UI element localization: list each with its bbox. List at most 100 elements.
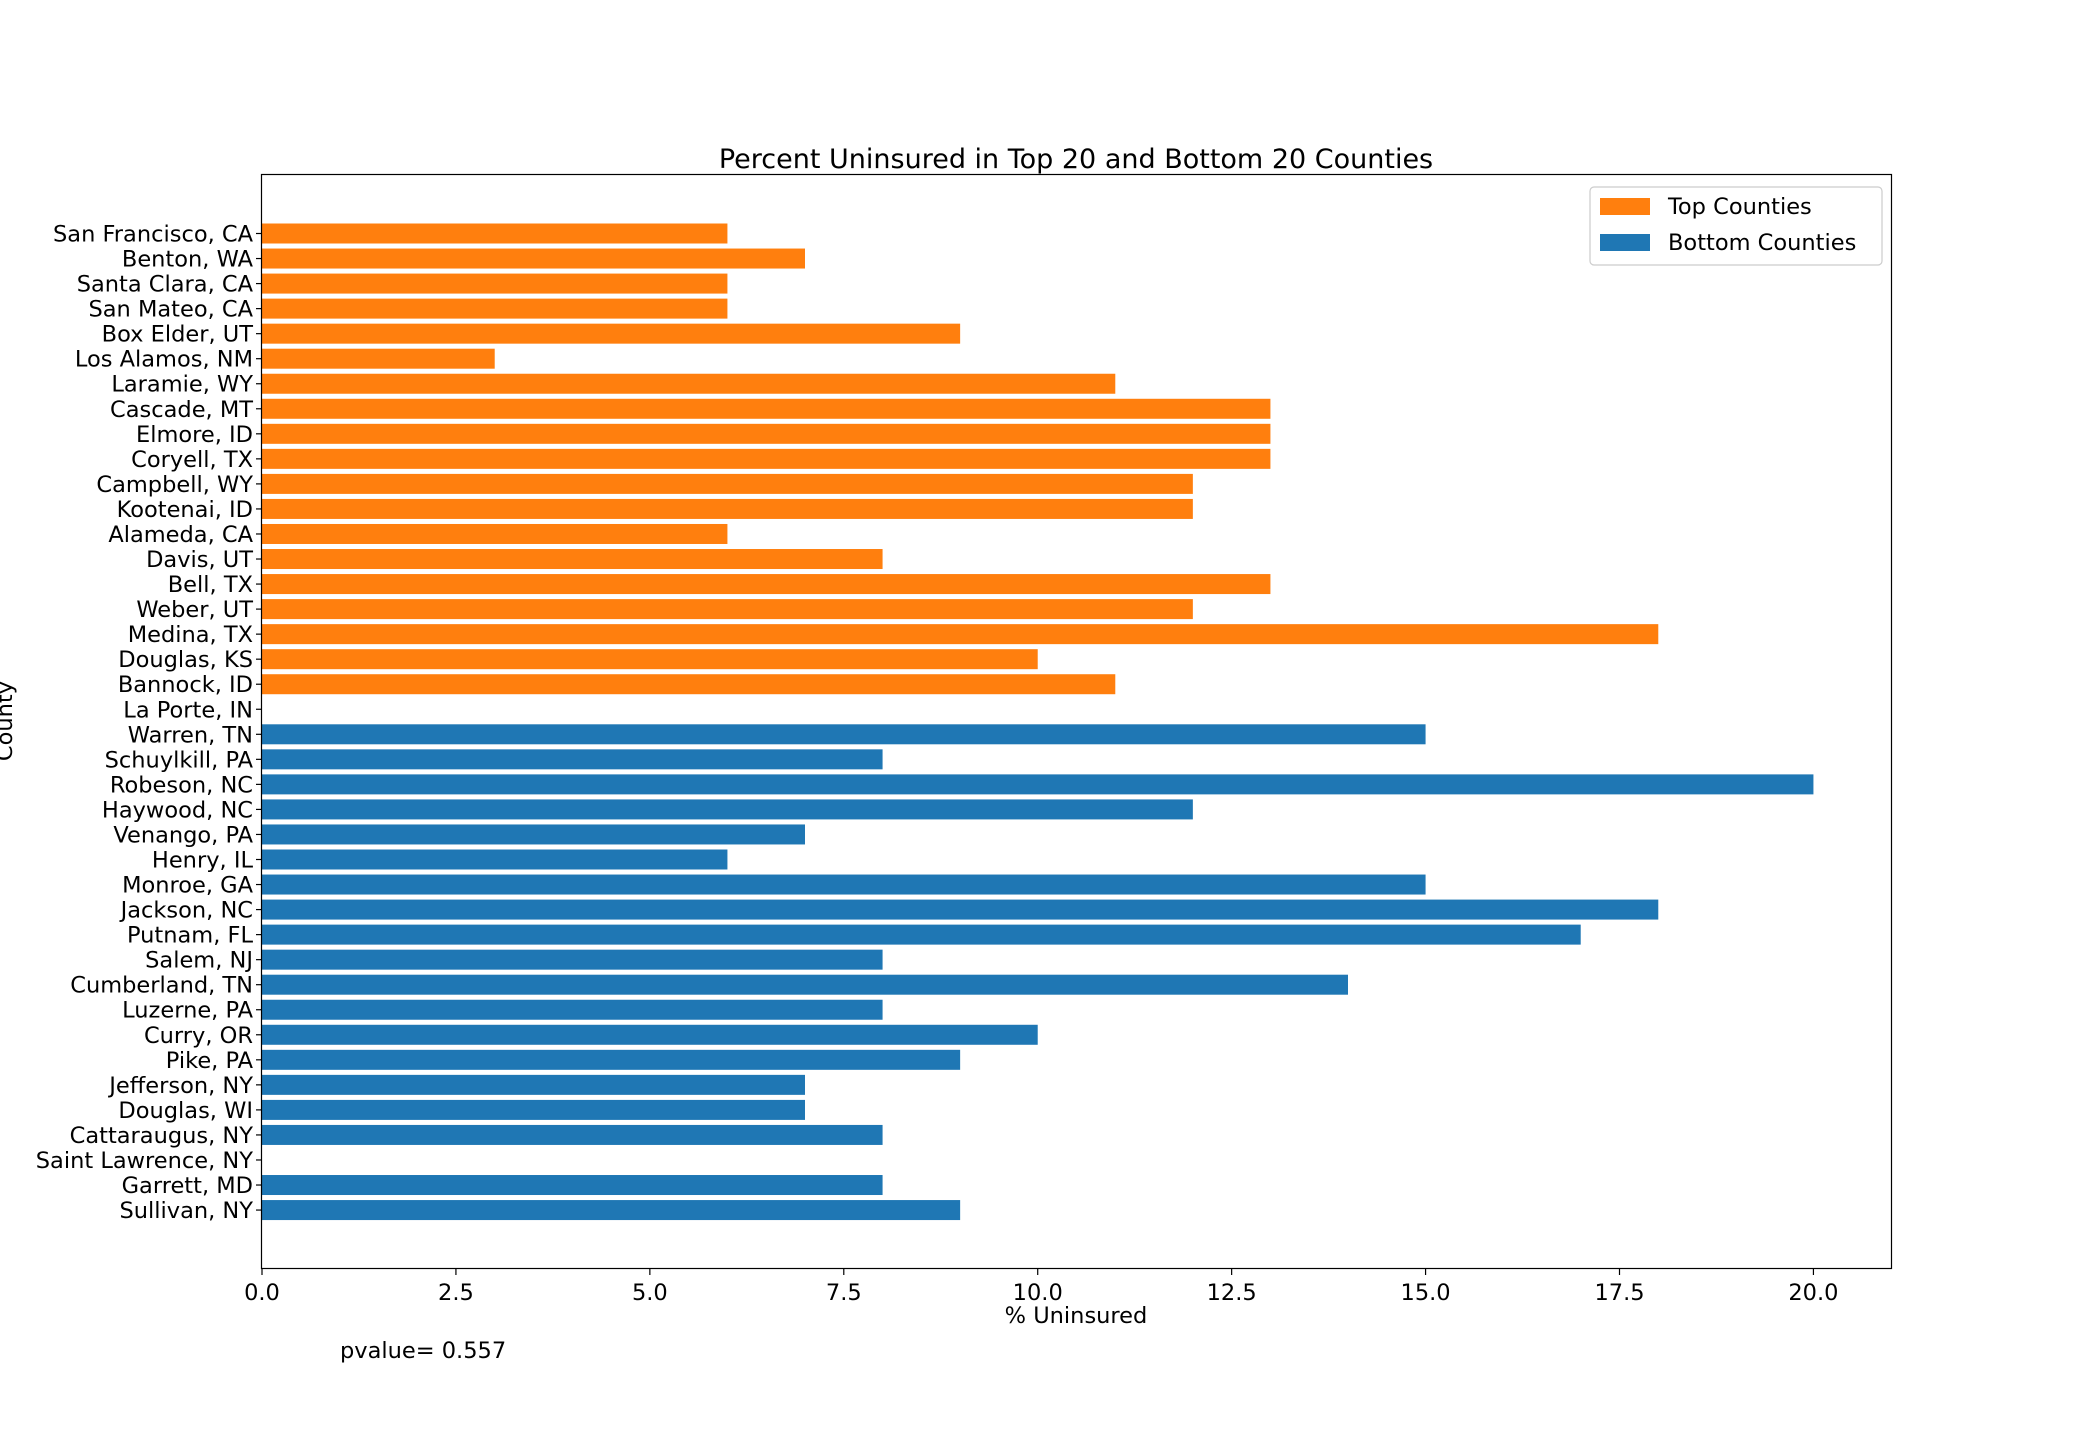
bar-curry-or (262, 1024, 1038, 1045)
bar-bell-tx (262, 574, 1271, 595)
y-tick-label: Alameda, CA (108, 522, 253, 548)
bar-pike-pa (262, 1049, 961, 1070)
y-tick-label: Box Elder, UT (102, 322, 254, 348)
y-tick-label: Los Alamos, NM (75, 347, 253, 373)
y-tick-label: Robeson, NC (110, 772, 253, 798)
y-tick-label: Pike, PA (166, 1048, 254, 1074)
bar-cascade-mt (262, 398, 1271, 419)
bar-douglas-ks (262, 649, 1038, 670)
bar-schuylkill-pa (262, 749, 883, 770)
legend: Top Counties Bottom Counties (1589, 186, 1883, 266)
bar-haywood-nc (262, 799, 1193, 820)
bar-laramie-wy (262, 373, 1116, 394)
y-tick-label: Cattaraugus, NY (70, 1123, 254, 1149)
y-tick-label: Elmore, ID (136, 422, 253, 448)
legend-frame (1589, 186, 1883, 266)
bar-alameda-ca (262, 523, 728, 544)
y-tick-label: Douglas, KS (118, 647, 253, 673)
y-tick-label: San Francisco, CA (53, 222, 254, 248)
bar-sullivan-ny (262, 1200, 961, 1221)
bar-los-alamos-nm (262, 348, 495, 369)
bar-kootenai-id (262, 498, 1193, 519)
bar-robeson-nc (262, 774, 1814, 795)
legend-label-bottom-counties: Bottom Counties (1668, 230, 1856, 256)
y-tick-label: Salem, NJ (145, 948, 253, 974)
bar-luzerne-pa (262, 999, 883, 1020)
y-tick-label: Jefferson, NY (107, 1073, 253, 1099)
y-tick-label: Benton, WA (122, 247, 254, 273)
y-tick-label: Campbell, WY (96, 472, 253, 498)
bar-jefferson-ny (262, 1074, 805, 1095)
x-tick-label: 0.0 (244, 1280, 280, 1306)
x-tick-label: 10.0 (1013, 1280, 1063, 1306)
plot-frame (260, 173, 1893, 1270)
bar-jackson-nc (262, 899, 1659, 920)
y-tick-label: Medina, TX (128, 622, 253, 648)
x-tick-label: 12.5 (1207, 1280, 1257, 1306)
y-tick-label: Saint Lawrence, NY (36, 1148, 253, 1174)
y-tick-label: Bannock, ID (118, 672, 253, 698)
x-tick-label: 2.5 (438, 1280, 474, 1306)
bar-coryell-tx (262, 448, 1271, 469)
x-tick-label: 17.5 (1594, 1280, 1644, 1306)
y-tick-label: Kootenai, ID (117, 497, 253, 523)
y-tick-label: San Mateo, CA (88, 297, 253, 323)
y-tick-label: Sullivan, NY (119, 1198, 253, 1224)
y-axis-label: County (0, 681, 18, 761)
y-tick-label: Jackson, NC (119, 898, 253, 924)
bar-san-francisco-ca (262, 223, 728, 244)
legend-swatch-bottom-counties (1600, 234, 1650, 251)
y-tick-label: Coryell, TX (131, 447, 253, 473)
y-tick-label: Santa Clara, CA (77, 272, 254, 298)
bar-medina-tx (262, 624, 1659, 645)
legend-label-top-counties: Top Counties (1667, 194, 1812, 220)
bar-garrett-md (262, 1175, 883, 1196)
bar-davis-ut (262, 549, 883, 570)
bar-cattaraugus-ny (262, 1124, 883, 1145)
y-tick-label: Luzerne, PA (122, 998, 253, 1024)
y-tick-label: Curry, OR (144, 1023, 253, 1049)
x-tick-label: 5.0 (632, 1280, 668, 1306)
y-tick-label: Warren, TN (128, 722, 253, 748)
y-tick-label: Putnam, FL (127, 923, 253, 949)
bar-venango-pa (262, 824, 805, 845)
y-tick-label: Schuylkill, PA (105, 747, 254, 773)
y-tick-label: Douglas, WI (118, 1098, 253, 1124)
bar-warren-tn (262, 724, 1426, 745)
y-tick-label: Laramie, WY (111, 372, 253, 398)
bar-henry-il (262, 849, 728, 870)
bar-santa-clara-ca (262, 273, 728, 294)
bar-cumberland-tn (262, 974, 1348, 995)
y-tick-label: Cascade, MT (110, 397, 253, 423)
y-tick-label: Haywood, NC (102, 797, 253, 823)
bar-monroe-ga (262, 874, 1426, 895)
y-tick-label: Venango, PA (113, 822, 253, 848)
y-tick-label: Weber, UT (136, 597, 253, 623)
bar-san-mateo-ca (262, 298, 728, 319)
legend-swatch-top-counties (1600, 198, 1650, 215)
bar-douglas-wi (262, 1099, 805, 1120)
bars-group (262, 223, 1814, 1221)
x-tick-label: 7.5 (826, 1280, 862, 1306)
bar-bannock-id (262, 674, 1116, 695)
bar-elmore-id (262, 423, 1271, 444)
bar-putnam-fl (262, 924, 1581, 945)
pvalue-annotation: pvalue= 0.557 (340, 1338, 506, 1364)
y-tick-label: Bell, TX (168, 572, 253, 598)
x-tick-label: 15.0 (1401, 1280, 1451, 1306)
y-tick-label: Cumberland, TN (70, 973, 253, 999)
x-axis-label: % Uninsured (1005, 1303, 1148, 1329)
bar-box-elder-ut (262, 323, 961, 344)
x-ticks-group: 0.0 2.5 5.0 7.5 10.0 12.5 15.0 17.5 20.0 (244, 1269, 1838, 1306)
y-tick-label: Garrett, MD (122, 1173, 253, 1199)
x-tick-label: 20.0 (1788, 1280, 1838, 1306)
y-tick-label: La Porte, IN (123, 697, 253, 723)
chart-title: Percent Uninsured in Top 20 and Bottom 2… (719, 144, 1433, 175)
bar-benton-wa (262, 248, 805, 269)
y-tick-label: Henry, IL (152, 848, 254, 874)
y-tick-label: Davis, UT (146, 547, 253, 573)
bar-weber-ut (262, 599, 1193, 620)
y-tick-label: Monroe, GA (122, 873, 254, 899)
bar-campbell-wy (262, 473, 1193, 494)
